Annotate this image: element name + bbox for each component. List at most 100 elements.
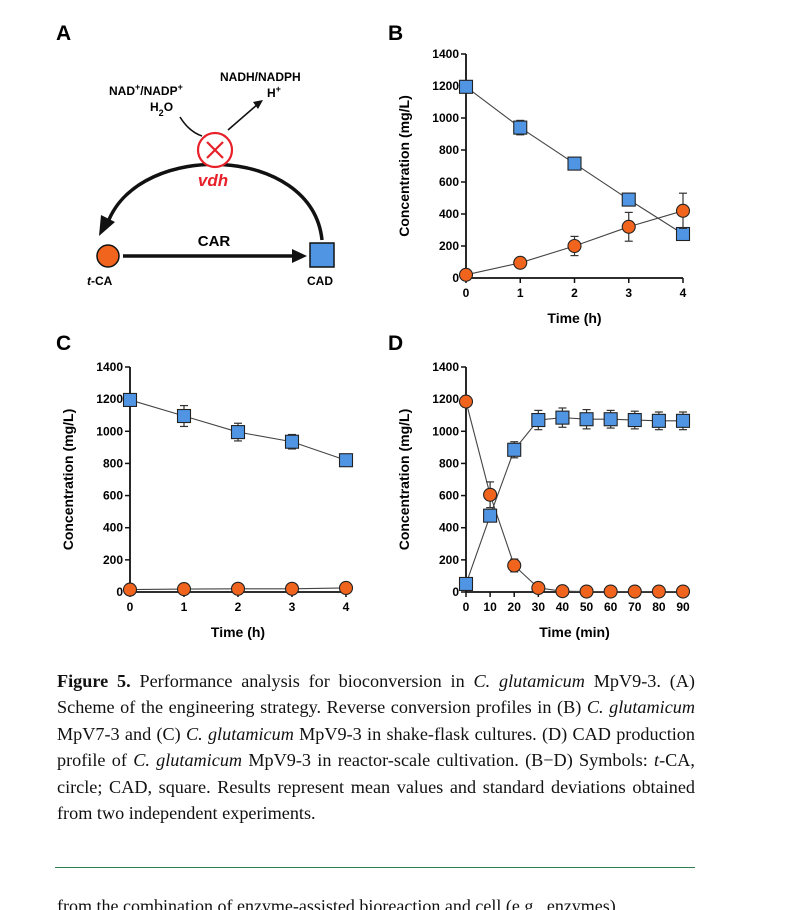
cad-data-point — [555, 410, 570, 425]
tca-data-point — [579, 584, 594, 599]
y-tick-label: 600 — [439, 175, 459, 189]
cad-data-point — [458, 79, 474, 94]
cad-data-point — [675, 226, 691, 242]
substrate-tca-label: t-CA — [87, 274, 113, 288]
tca-data-point — [621, 219, 636, 234]
tca-data-point — [122, 582, 138, 597]
enzyme-car-label: CAR — [198, 233, 231, 250]
y-tick-label: 400 — [439, 207, 459, 221]
x-tick-label: 2 — [235, 600, 242, 614]
cad-data-point — [284, 434, 300, 449]
x-tick-label: 3 — [289, 600, 296, 614]
y-tick-label: 800 — [439, 143, 459, 157]
x-tick-label: 0 — [463, 286, 470, 300]
cad-data-point — [458, 576, 474, 592]
caption-segment: C. glutamicum — [186, 723, 294, 744]
x-tick-label: 3 — [625, 286, 632, 300]
cad-data-point — [531, 412, 546, 428]
y-axis-label: Concentration (mg/L) — [396, 409, 412, 551]
panel-letter-a: A — [56, 22, 71, 45]
tca-data-point — [675, 203, 691, 218]
cad-data-point — [122, 392, 138, 407]
caption-segment: MpV9-3 in reactor-scale cultivation. (B−… — [242, 750, 655, 771]
cad-data-point — [603, 412, 618, 427]
x-tick-label: 60 — [604, 600, 618, 614]
tca-data-point — [555, 584, 570, 599]
chart-panel-c: C 0 200 400 600 800 1000 1200 1400 0 1 2 3 4 Time (h) C… — [56, 332, 354, 640]
caption-body: Performance analysis for bioconversion i… — [57, 671, 695, 823]
panel-letter-c: C — [56, 332, 71, 355]
tca-data-point — [458, 394, 474, 409]
tca-data-point — [513, 255, 528, 270]
y-tick-label: 1200 — [432, 392, 459, 406]
x-tick-label: 0 — [127, 600, 134, 614]
panel-letter-d: D — [388, 332, 403, 355]
reverse-reaction-arrowhead — [99, 215, 115, 236]
y-tick-label: 1000 — [432, 111, 459, 125]
cad-data-point — [627, 412, 642, 428]
y-tick-label: 400 — [103, 521, 123, 535]
y-tick-label: 200 — [439, 239, 459, 253]
tca-data-point — [651, 584, 666, 599]
x-tick-label: 1 — [517, 286, 524, 300]
cad-data-point — [338, 453, 354, 468]
cad-data-point — [513, 120, 528, 135]
cad-square-icon — [309, 242, 335, 268]
tca-data-point — [338, 580, 354, 596]
caption-segment: -CA, circle; CAD, square. Results repres… — [57, 750, 695, 824]
tca-data-point — [627, 584, 642, 599]
tca-data-point — [675, 584, 691, 599]
caption-segment: C. glutamicum — [586, 697, 695, 718]
y-tick-label: 1400 — [432, 360, 459, 374]
y-tick-label: 1200 — [432, 79, 459, 93]
cofactors-out-label: NADH/NADPH — [220, 70, 301, 84]
cad-data-point — [675, 413, 691, 428]
product-cad-label: CAD — [307, 274, 333, 288]
water-label: H2O — [150, 100, 173, 118]
cofactor-out-arrowhead — [253, 100, 263, 109]
square-series-line — [465, 417, 683, 585]
panel-a-scheme: A NAD+/NADP+ H2O NADH/NADPH H+ vdh CAR t… — [56, 22, 335, 288]
tca-data-point — [483, 487, 498, 502]
y-tick-label: 600 — [103, 489, 123, 503]
x-tick-label: 80 — [652, 600, 666, 614]
cad-data-point — [230, 425, 246, 440]
y-tick-label: 0 — [116, 585, 123, 599]
tca-data-point — [230, 581, 246, 596]
cad-data-point — [579, 412, 594, 427]
tca-circle-icon — [96, 244, 120, 268]
figure-caption: Figure 5. Performance analysis for bioco… — [57, 668, 695, 826]
x-axis-label: Time (h) — [547, 310, 601, 326]
x-tick-label: 10 — [483, 600, 497, 614]
y-axis-label: Concentration (mg/L) — [60, 409, 76, 551]
tca-data-point — [176, 582, 192, 597]
circle-series-line — [465, 401, 683, 593]
x-tick-label: 2 — [571, 286, 578, 300]
x-tick-label: 4 — [343, 600, 350, 614]
tca-data-point — [603, 584, 618, 599]
caption-segment: Performance analysis for bioconversion i… — [130, 671, 474, 691]
x-tick-label: 4 — [680, 286, 687, 300]
x-tick-label: 0 — [463, 600, 470, 614]
x-tick-label: 1 — [181, 600, 188, 614]
tca-data-point — [507, 558, 522, 573]
section-divider — [55, 867, 695, 868]
y-tick-label: 0 — [452, 585, 459, 599]
cad-data-point — [567, 156, 582, 171]
y-tick-label: 1400 — [96, 360, 123, 374]
cad-data-point — [483, 508, 498, 523]
y-tick-label: 1200 — [96, 392, 123, 406]
x-tick-label: 70 — [628, 600, 642, 614]
x-tick-label: 30 — [532, 600, 546, 614]
y-tick-label: 800 — [439, 456, 459, 470]
x-tick-label: 40 — [556, 600, 570, 614]
panel-letter-b: B — [388, 22, 403, 45]
deletion-cross-b — [206, 141, 224, 159]
caption-segment: C. glutamicum — [473, 671, 585, 691]
cofactor-out-arrow — [227, 103, 259, 131]
caption-segment: MpV7-3 and (C) — [57, 723, 186, 744]
x-axis-label: Time (h) — [211, 624, 265, 640]
cad-data-point — [621, 192, 636, 207]
x-tick-label: 50 — [580, 600, 594, 614]
y-tick-label: 200 — [103, 553, 123, 567]
